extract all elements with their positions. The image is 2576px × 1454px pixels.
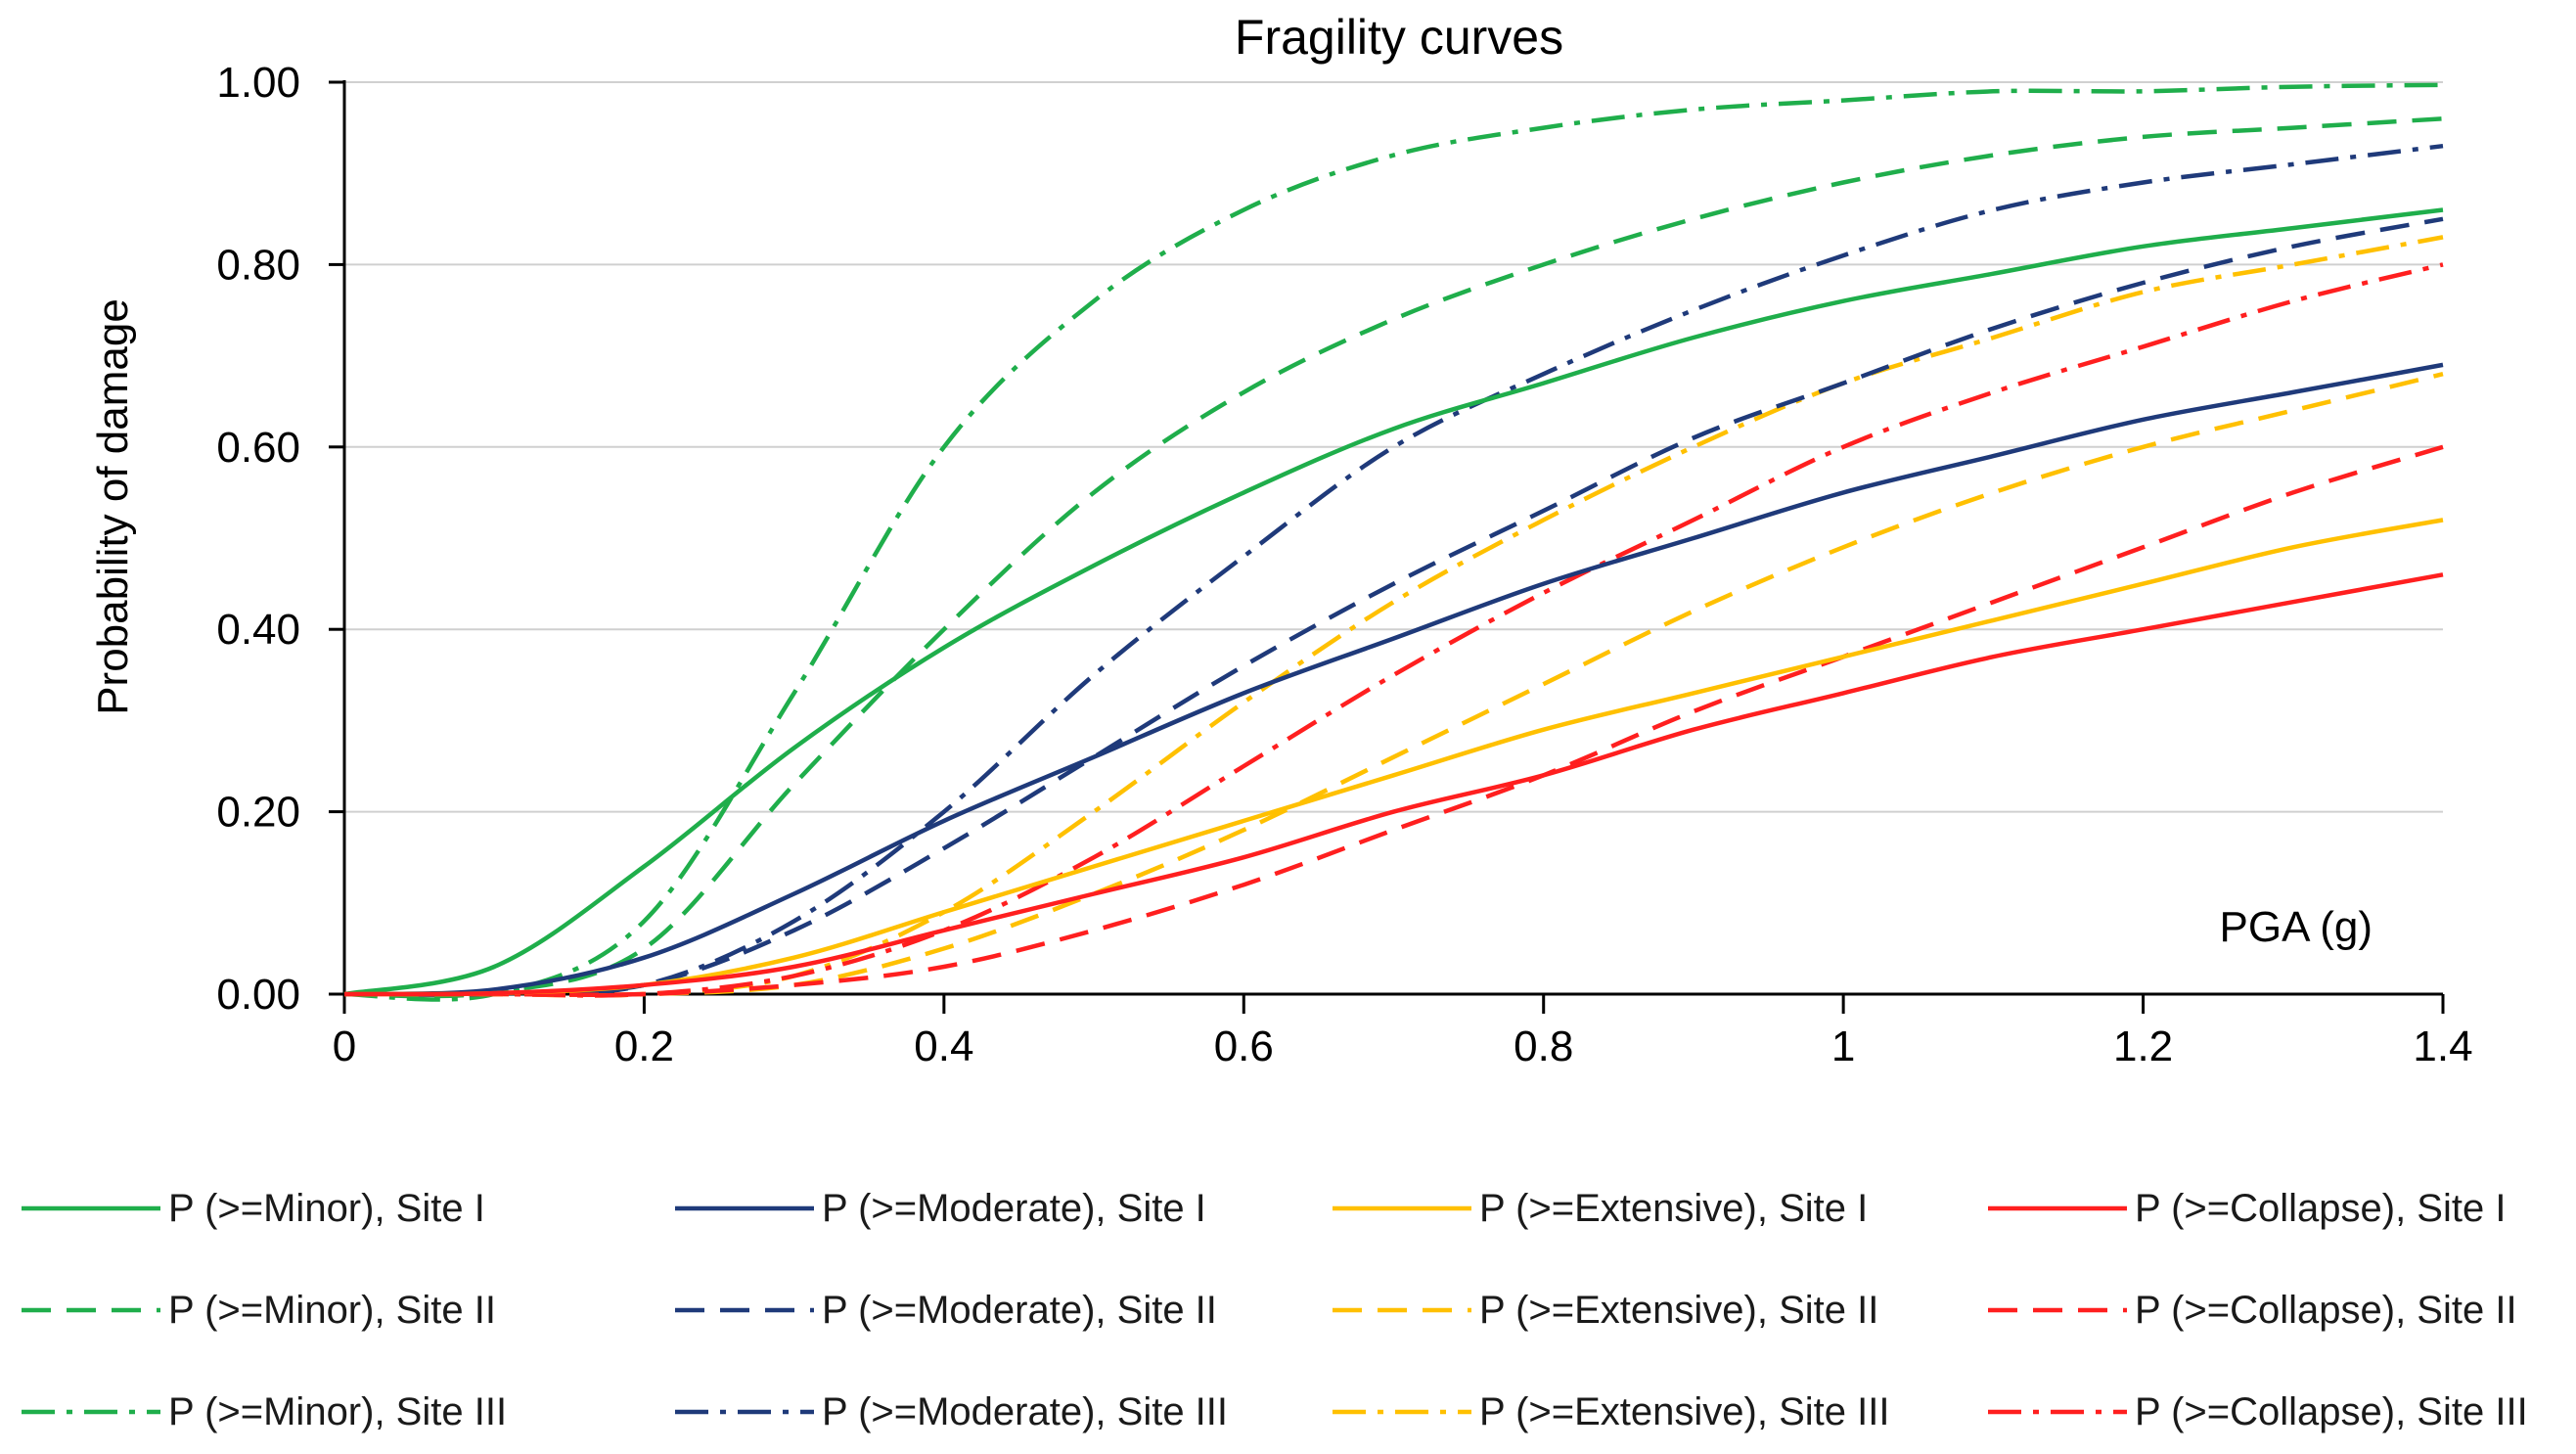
y-tick-label: 0.40 [216,606,300,654]
legend-label-4: P (>=Collapse), Site I [2135,1187,2506,1230]
x-tick-label: 0.6 [1214,1022,1274,1070]
y-axis-label: Probability of damage [89,298,137,715]
legend: P (>=Minor), Site I P (>=Moderate), Site … [22,1187,2528,1433]
x-tick-label: 1.2 [2113,1022,2173,1070]
y-tick-label: 0.60 [216,424,300,472]
gridlines [344,81,2443,813]
series-line-5 [343,116,2444,999]
legend-label-3: P (>=Extensive), Site I [1479,1187,1868,1230]
y-tick-label: 0.80 [216,241,300,289]
series-group [343,82,2444,1002]
legend-label-11: P (>=Extensive), Site III [1479,1390,1889,1433]
series-line-7 [344,372,2444,997]
legend-label-8: P (>=Collapse), Site II [2135,1289,2517,1332]
axes [329,80,2445,1014]
x-tick-label: 0.4 [914,1022,973,1070]
x-tick-label: 1 [1831,1022,1855,1070]
legend-label-5: P (>=Minor), Site II [168,1289,496,1332]
legend-label-6: P (>=Moderate), Site II [822,1289,1217,1332]
series-line-12 [344,262,2444,998]
series-line-11 [344,235,2444,998]
legend-label-10: P (>=Moderate), Site III [822,1390,1228,1433]
x-tick-label: 0 [333,1022,356,1070]
x-axis-label: PGA (g) [2220,903,2373,951]
legend-label-2: P (>=Moderate), Site I [822,1187,1206,1230]
legend-label-12: P (>=Collapse), Site III [2135,1390,2528,1433]
legend-label-7: P (>=Extensive), Site II [1479,1289,1878,1332]
series-line-6 [343,216,2444,997]
x-tick-label: 0.8 [1514,1022,1573,1070]
x-tick-label: 0.2 [614,1022,674,1070]
y-tick-label: 1.00 [216,59,300,107]
series-line-8 [344,444,2444,997]
chart-title: Fragility curves [1235,10,1563,65]
tick-labels: 0.00 0.20 0.40 0.60 0.80 1.00 0 0.2 0.4 0.6 0.8 1 1.… [216,59,2472,1070]
x-tick-label: 1.4 [2413,1022,2472,1070]
series-line-4 [343,572,2444,997]
y-tick-label: 0.00 [216,971,300,1019]
series-line-1 [343,207,2444,997]
series-line-2 [343,362,2444,997]
series-line-10 [343,143,2444,997]
series-line-9 [343,82,2444,1002]
legend-label-1: P (>=Minor), Site I [168,1187,485,1230]
legend-label-9: P (>=Minor), Site III [168,1390,507,1433]
y-tick-label: 0.20 [216,789,300,837]
